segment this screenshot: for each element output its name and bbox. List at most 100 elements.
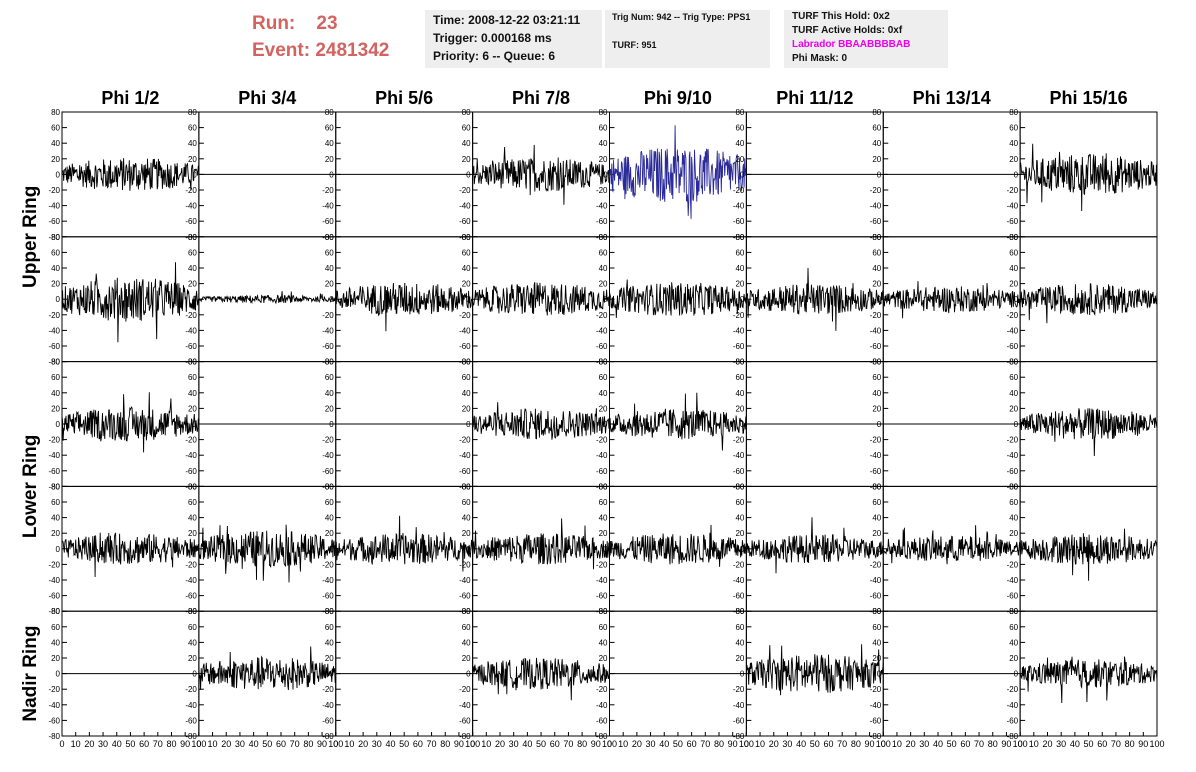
y-tick-label: -20 xyxy=(48,311,60,320)
y-tick-label: -20 xyxy=(322,186,334,195)
y-tick-label: 0 xyxy=(466,545,471,554)
y-tick-label: -60 xyxy=(1007,716,1019,725)
x-tick-label: 80 xyxy=(577,739,587,749)
y-tick-label: -40 xyxy=(1007,326,1019,335)
y-tick-label: 60 xyxy=(1009,623,1018,632)
y-tick-label: 60 xyxy=(188,373,197,382)
y-tick-label: -60 xyxy=(733,592,745,601)
y-tick-label: -80 xyxy=(733,732,745,741)
y-tick-label: -60 xyxy=(870,592,882,601)
labrador-text: Labrador BBAABBBBAB xyxy=(792,39,911,50)
y-tick-label: 0 xyxy=(329,670,334,679)
x-tick-label: 100 xyxy=(1013,739,1028,749)
y-tick-label: -60 xyxy=(459,592,471,601)
turf-active-holds-text: TURF Active Holds: 0xf xyxy=(792,25,903,36)
x-tick-label: 90 xyxy=(454,739,464,749)
y-tick-label: -20 xyxy=(1007,436,1019,445)
y-tick-label: 80 xyxy=(51,482,60,491)
y-tick-label: 20 xyxy=(872,280,881,289)
y-tick-label: 80 xyxy=(325,607,334,616)
y-tick-label: 60 xyxy=(188,124,197,133)
x-tick-label: 0 xyxy=(744,739,749,749)
ring-label: Nadir Ring xyxy=(20,626,41,722)
y-tick-label: -40 xyxy=(322,202,334,211)
run-value: 23 xyxy=(316,13,338,34)
waveform-trace xyxy=(882,525,1021,565)
y-tick-label: -40 xyxy=(733,701,745,710)
y-tick-label: 20 xyxy=(1009,654,1018,663)
y-tick-label: 40 xyxy=(51,264,60,273)
y-tick-label: 40 xyxy=(51,638,60,647)
y-tick-label: -60 xyxy=(459,716,471,725)
y-tick-label: -60 xyxy=(733,217,745,226)
y-tick-label: -20 xyxy=(459,685,471,694)
y-tick-label: 0 xyxy=(466,670,471,679)
y-tick-label: 80 xyxy=(51,233,60,242)
y-tick-label: -20 xyxy=(596,685,608,694)
x-tick-label: 70 xyxy=(837,739,847,749)
y-tick-label: 40 xyxy=(325,638,334,647)
y-tick-label: -80 xyxy=(870,732,882,741)
x-tick-label: 0 xyxy=(607,739,612,749)
y-tick-label: 20 xyxy=(462,404,471,413)
x-tick-label: 0 xyxy=(196,739,201,749)
y-tick-label: 20 xyxy=(188,280,197,289)
y-tick-label: -60 xyxy=(322,716,334,725)
y-tick-label: 80 xyxy=(599,482,608,491)
y-tick-label: 60 xyxy=(462,124,471,133)
x-tick-label: 50 xyxy=(810,739,820,749)
y-tick-label: 20 xyxy=(325,529,334,538)
y-tick-label: 60 xyxy=(599,623,608,632)
x-tick-label: 20 xyxy=(358,739,368,749)
y-tick-label: 0 xyxy=(56,295,61,304)
x-tick-label: 10 xyxy=(344,739,354,749)
y-tick-label: 0 xyxy=(466,295,471,304)
waveform-trace xyxy=(472,144,610,205)
y-tick-label: -40 xyxy=(48,576,60,585)
y-tick-label: 60 xyxy=(599,373,608,382)
y-tick-label: 80 xyxy=(872,233,881,242)
y-tick-label: -20 xyxy=(1007,311,1019,320)
y-tick-label: -80 xyxy=(733,358,745,367)
y-tick-label: 40 xyxy=(51,139,60,148)
y-tick-label: -40 xyxy=(459,326,471,335)
y-tick-label: 0 xyxy=(192,545,197,554)
y-tick-label: -60 xyxy=(48,217,60,226)
y-tick-label: 60 xyxy=(872,124,881,133)
y-tick-label: 80 xyxy=(1009,607,1018,616)
x-tick-label: 80 xyxy=(1125,739,1135,749)
x-tick-label: 50 xyxy=(399,739,409,749)
y-tick-label: 40 xyxy=(1009,139,1018,148)
y-tick-label: -60 xyxy=(48,592,60,601)
y-tick-label: -40 xyxy=(870,202,882,211)
y-tick-label: 80 xyxy=(188,358,197,367)
y-tick-label: 0 xyxy=(877,295,882,304)
waveform-trace xyxy=(745,517,884,574)
y-tick-label: 40 xyxy=(51,514,60,523)
y-tick-label: 80 xyxy=(872,108,881,117)
x-tick-label: 60 xyxy=(1097,739,1107,749)
y-tick-label: -20 xyxy=(733,560,745,569)
y-tick-label: -60 xyxy=(596,342,608,351)
y-tick-label: -40 xyxy=(1007,576,1019,585)
y-tick-label: -20 xyxy=(459,311,471,320)
y-tick-label: -80 xyxy=(322,732,334,741)
y-tick-label: 40 xyxy=(599,389,608,398)
x-tick-label: 0 xyxy=(59,739,64,749)
priority-text: Priority: 6 -- Queue: 6 xyxy=(433,49,556,63)
y-tick-label: 60 xyxy=(1009,373,1018,382)
x-tick-label: 20 xyxy=(495,739,505,749)
y-tick-label: 60 xyxy=(735,623,744,632)
waveform-trace xyxy=(472,518,610,570)
y-tick-label: 20 xyxy=(872,404,881,413)
y-tick-label: -20 xyxy=(870,436,882,445)
y-tick-label: -40 xyxy=(596,451,608,460)
y-tick-label: 20 xyxy=(188,529,197,538)
y-tick-label: -20 xyxy=(322,685,334,694)
y-tick-label: -40 xyxy=(459,576,471,585)
y-tick-label: 20 xyxy=(462,529,471,538)
y-tick-label: -20 xyxy=(870,685,882,694)
y-tick-label: 80 xyxy=(462,108,471,117)
y-tick-label: 60 xyxy=(599,248,608,257)
